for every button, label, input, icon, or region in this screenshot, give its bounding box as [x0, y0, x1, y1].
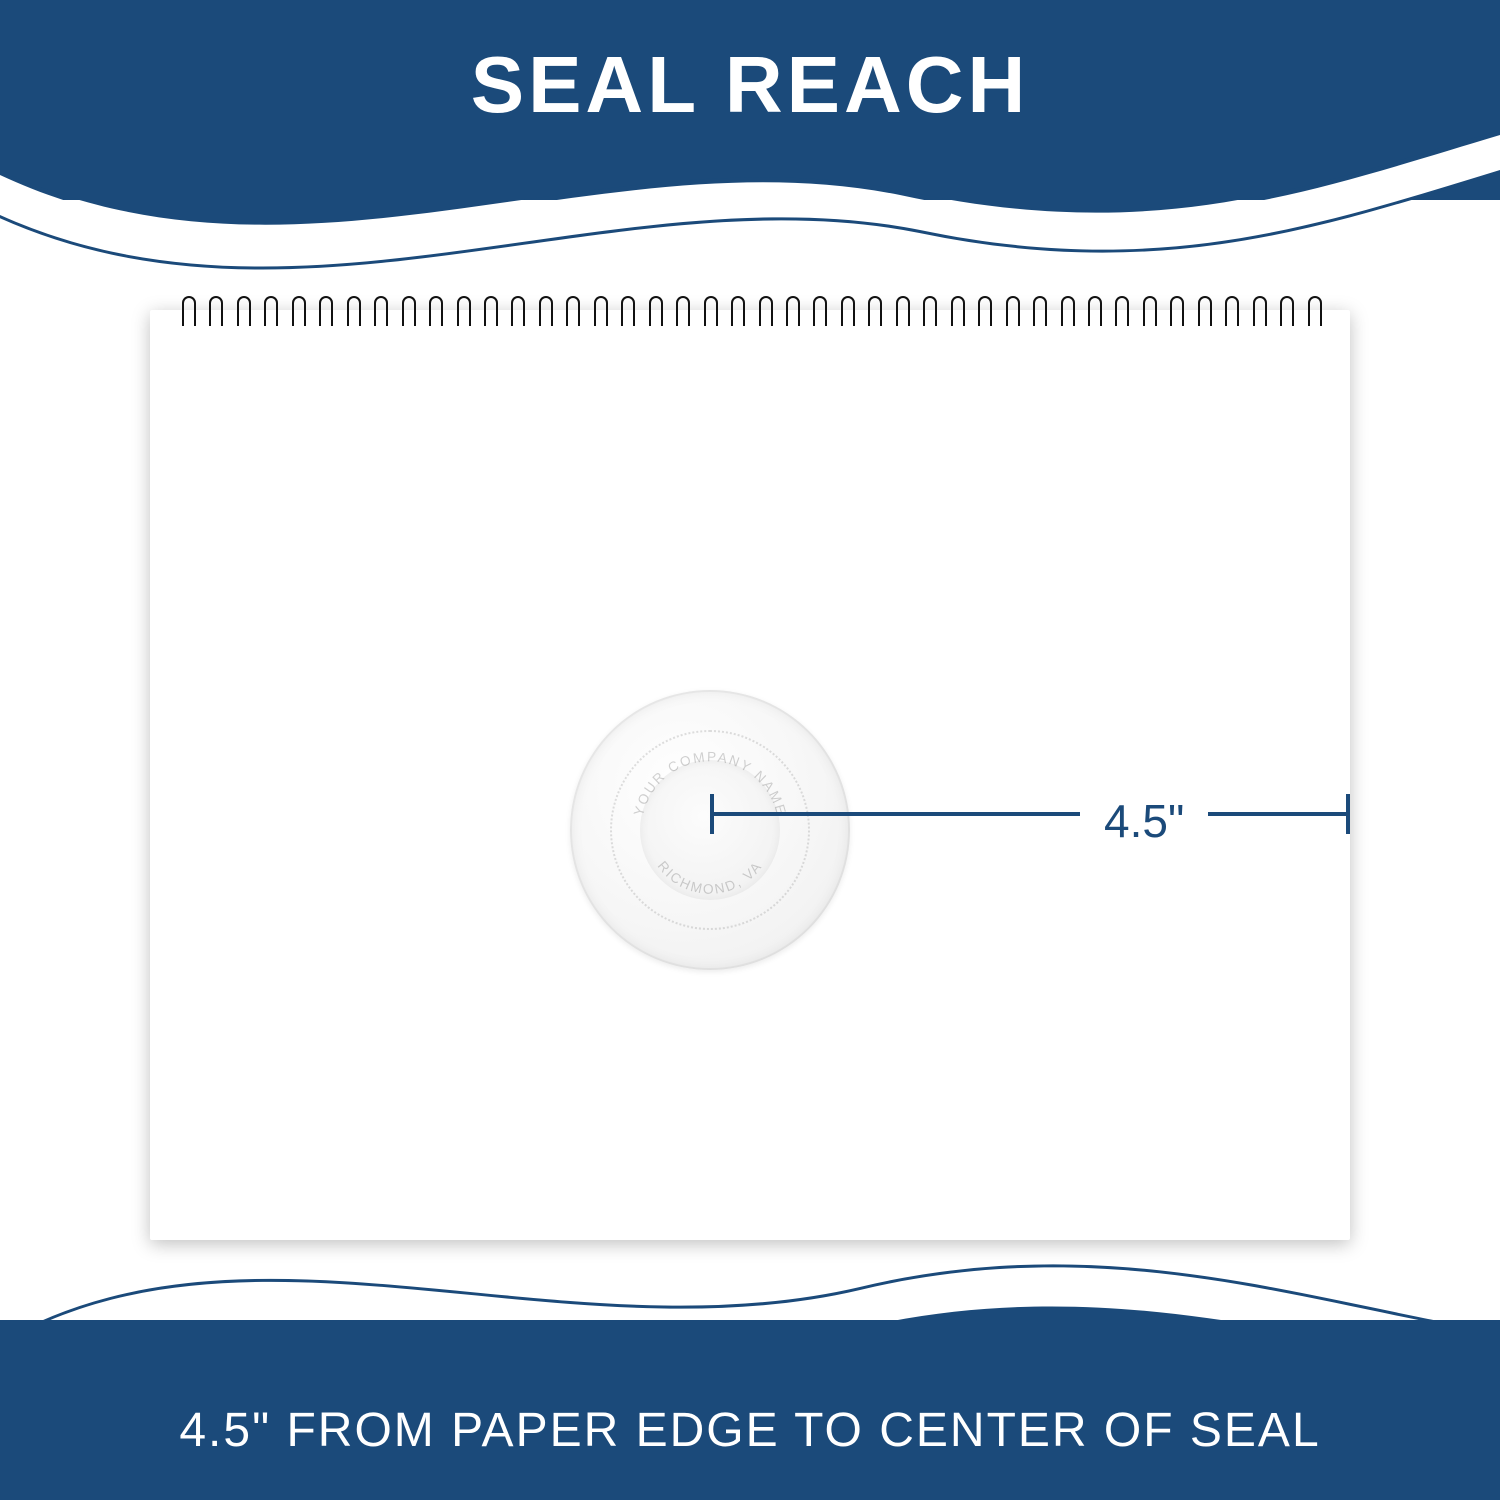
- spiral-ring: [235, 296, 249, 330]
- spiral-ring: [1278, 296, 1292, 330]
- spiral-ring: [866, 296, 880, 330]
- spiral-ring: [592, 296, 606, 330]
- spiral-ring: [537, 296, 551, 330]
- spiral-ring: [729, 296, 743, 330]
- spiral-ring: [894, 296, 908, 330]
- spiral-ring: [647, 296, 661, 330]
- spiral-ring: [1031, 296, 1045, 330]
- spiral-ring: [1113, 296, 1127, 330]
- spiral-ring: [455, 296, 469, 330]
- spiral-ring: [976, 296, 990, 330]
- spiral-ring: [290, 296, 304, 330]
- spiral-ring: [317, 296, 331, 330]
- spiral-ring: [427, 296, 441, 330]
- spiral-ring: [702, 296, 716, 330]
- spiral-ring: [839, 296, 853, 330]
- spiral-ring: [784, 296, 798, 330]
- spiral-ring: [921, 296, 935, 330]
- spiral-ring: [482, 296, 496, 330]
- spiral-ring: [509, 296, 523, 330]
- notepad: YOUR COMPANY NAME RICHMOND, VA 4.5": [150, 310, 1350, 1240]
- spiral-ring: [811, 296, 825, 330]
- spiral-ring: [180, 296, 194, 330]
- spiral-ring: [949, 296, 963, 330]
- spiral-ring: [372, 296, 386, 330]
- spiral-ring: [400, 296, 414, 330]
- spiral-ring: [1168, 296, 1182, 330]
- dimension-label: 4.5": [1104, 795, 1184, 847]
- spiral-ring: [1141, 296, 1155, 330]
- spiral-ring: [1306, 296, 1320, 330]
- dimension-line: [710, 812, 1350, 816]
- spiral-ring: [1004, 296, 1018, 330]
- dimension-tick-right: [1346, 794, 1350, 834]
- spiral-ring: [1223, 296, 1237, 330]
- spiral-ring: [1059, 296, 1073, 330]
- spiral-binding: [180, 296, 1320, 330]
- spiral-ring: [207, 296, 221, 330]
- seal-bottom-text: RICHMOND, VA: [655, 858, 765, 896]
- spiral-ring: [564, 296, 578, 330]
- spiral-ring: [619, 296, 633, 330]
- page-title: SEAL REACH: [471, 39, 1030, 131]
- spiral-ring: [674, 296, 688, 330]
- spiral-ring: [345, 296, 359, 330]
- footer-band: 4.5" FROM PAPER EDGE TO CENTER OF SEAL: [0, 1320, 1500, 1500]
- header-band: SEAL REACH: [0, 0, 1500, 200]
- spiral-ring: [262, 296, 276, 330]
- svg-text:RICHMOND, VA: RICHMOND, VA: [655, 858, 765, 896]
- footer-text: 4.5" FROM PAPER EDGE TO CENTER OF SEAL: [179, 1403, 1320, 1458]
- spiral-ring: [1251, 296, 1265, 330]
- spiral-ring: [757, 296, 771, 330]
- dimension-label-wrap: 4.5": [1080, 790, 1208, 852]
- spiral-ring: [1086, 296, 1100, 330]
- spiral-ring: [1196, 296, 1210, 330]
